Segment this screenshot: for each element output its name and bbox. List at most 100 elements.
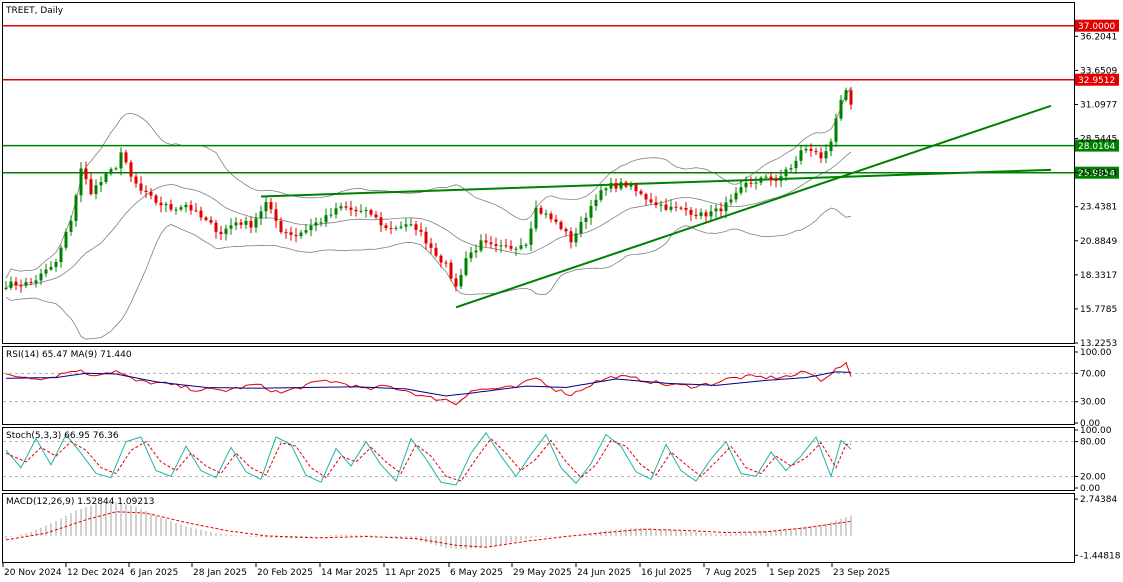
candle-body xyxy=(179,207,183,210)
candle-body xyxy=(804,148,808,151)
candle-body xyxy=(224,228,228,235)
candle-body xyxy=(374,214,378,218)
candle-body xyxy=(144,190,148,192)
candle-body xyxy=(64,231,68,248)
price-tick-label: 23.4381 xyxy=(1080,203,1117,213)
candle-body xyxy=(344,206,348,208)
macd-tick-label: 2.74384 xyxy=(1080,495,1117,505)
candle-body xyxy=(764,176,768,178)
candle-body xyxy=(334,208,338,215)
candle-body xyxy=(189,205,193,211)
macd-tick-label: -1.44818 xyxy=(1080,551,1121,561)
candle-body xyxy=(704,212,708,217)
level-tag-0 xyxy=(1075,19,1119,32)
candle-body xyxy=(819,152,823,159)
candle-body xyxy=(494,244,498,247)
candle-body xyxy=(624,182,628,187)
candle-body xyxy=(429,243,433,248)
candle-body xyxy=(284,232,288,234)
candle-body xyxy=(29,282,33,284)
candle-body xyxy=(514,248,518,250)
price-tick-label: 36.2041 xyxy=(1080,32,1117,42)
candle-body xyxy=(654,202,658,206)
candle-body xyxy=(674,206,678,208)
candle-body xyxy=(559,221,563,229)
rsi-tick-label: 100.00 xyxy=(1080,348,1112,358)
price-tick-label: 15.7785 xyxy=(1080,305,1117,315)
candle-body xyxy=(554,219,558,222)
candle-body xyxy=(414,224,418,230)
candle-body xyxy=(309,225,313,231)
candle-body xyxy=(774,179,778,181)
candle-body xyxy=(509,245,513,249)
candle-body xyxy=(439,255,443,263)
date-tick-label: 12 Dec 2024 xyxy=(67,568,125,578)
candle-body xyxy=(229,225,233,229)
candle-body xyxy=(844,90,848,100)
candle-body xyxy=(299,232,303,237)
candle-body xyxy=(694,214,698,217)
candle-body xyxy=(529,228,533,245)
candle-body xyxy=(649,199,653,203)
candle-body xyxy=(14,281,18,286)
candle-body xyxy=(544,213,548,215)
candle-body xyxy=(449,262,453,279)
candle-body xyxy=(604,188,608,191)
candle-body xyxy=(119,152,123,169)
date-tick-label: 1 Sep 2025 xyxy=(769,568,820,578)
candle-body xyxy=(814,150,818,153)
date-tick-label: 24 Jun 2025 xyxy=(577,568,631,578)
candle-body xyxy=(389,227,393,229)
candle-body xyxy=(174,209,178,211)
candle-body xyxy=(339,206,343,209)
candle-body xyxy=(499,245,503,247)
candle-body xyxy=(324,215,328,223)
candle-body xyxy=(59,247,63,263)
candle-body xyxy=(504,245,508,247)
candle-body xyxy=(39,273,43,281)
candle-body xyxy=(784,169,788,177)
candle-body xyxy=(699,212,703,217)
bollinger-middle xyxy=(5,151,852,289)
candle-body xyxy=(829,141,833,152)
candle-body xyxy=(549,213,553,220)
candle-body xyxy=(269,202,273,210)
candle-body xyxy=(489,242,493,245)
bollinger-lower xyxy=(5,207,852,340)
candle-body xyxy=(399,226,403,228)
candle-body xyxy=(609,183,613,189)
candle-body xyxy=(44,269,48,274)
rsi-ma-line xyxy=(5,371,852,397)
candle-body xyxy=(384,225,388,228)
level-tag-2 xyxy=(1075,139,1119,152)
price-tick-label: 18.3317 xyxy=(1080,271,1117,281)
candle-body xyxy=(139,183,143,191)
candle-body xyxy=(89,179,93,195)
candle-body xyxy=(669,206,673,210)
trendline-0 xyxy=(455,104,1052,309)
candle-body xyxy=(534,207,538,229)
level-tag-1 xyxy=(1075,73,1119,86)
candle-body xyxy=(369,210,373,215)
candle-body xyxy=(159,202,163,206)
candle-body xyxy=(54,262,58,267)
candle-body xyxy=(564,228,568,232)
candle-body xyxy=(709,211,713,217)
price-tick-label: 28.5445 xyxy=(1080,135,1117,145)
date-tick-label: 16 Jul 2025 xyxy=(641,568,692,578)
candle-body xyxy=(719,208,723,212)
candle-body xyxy=(359,210,363,212)
candle-body xyxy=(24,282,28,286)
candle-body xyxy=(599,190,603,200)
candle-body xyxy=(234,222,238,226)
rsi-panel xyxy=(2,346,1075,425)
trendline-1 xyxy=(260,168,1052,198)
candle-body xyxy=(264,202,268,212)
candle-body xyxy=(454,278,458,287)
candle-body xyxy=(209,220,213,223)
candle-body xyxy=(219,231,223,235)
candle-body xyxy=(809,148,813,151)
candle-body xyxy=(169,204,173,210)
candle-body xyxy=(279,220,283,233)
candle-body xyxy=(94,185,98,195)
